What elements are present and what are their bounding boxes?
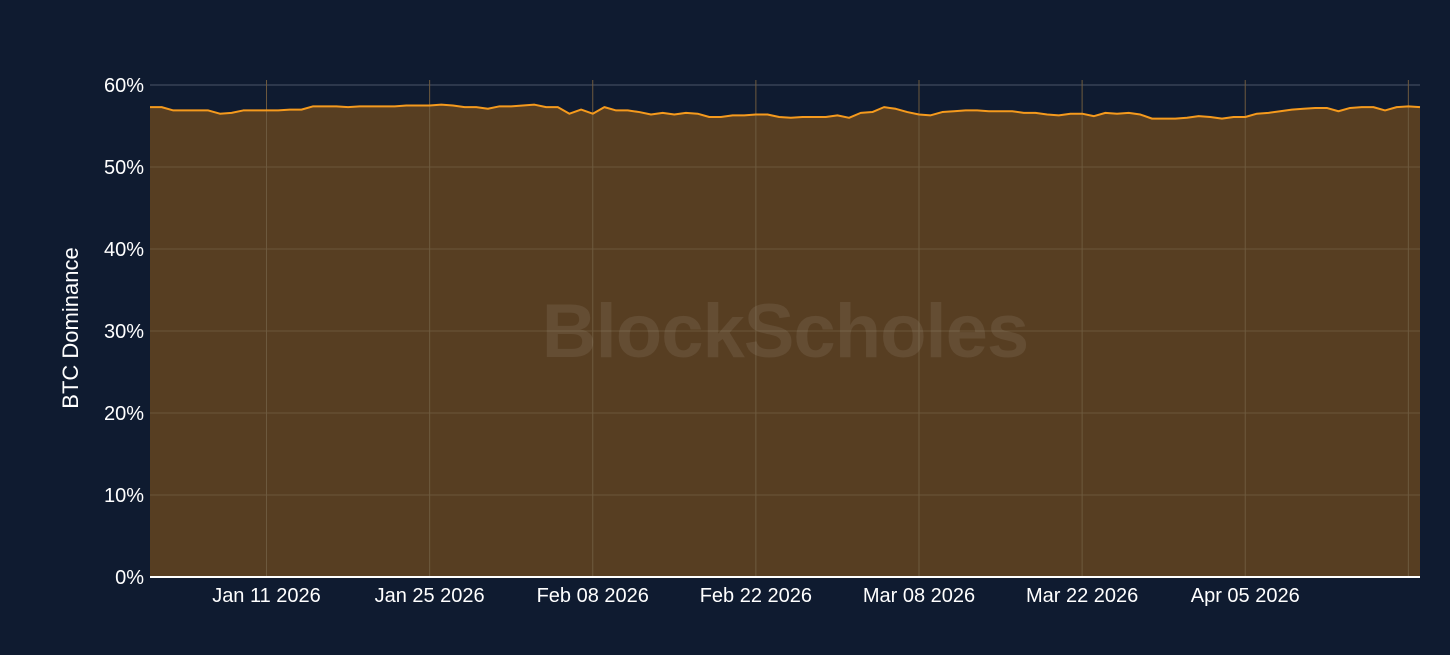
y-tick-label: 60% — [104, 75, 144, 97]
y-tick-label: 20% — [104, 403, 144, 425]
x-tick-label: Jan 25 2026 — [375, 585, 485, 607]
x-tick-label: Feb 22 2026 — [700, 585, 812, 607]
blockscholes-watermark: BlockScholes — [542, 289, 1028, 374]
y-tick-label: 40% — [104, 239, 144, 261]
x-tick-label: Feb 08 2026 — [537, 585, 649, 607]
x-axis-ticks: Jan 11 2026 Jan 25 2026 Feb 08 2026 Feb 22 … — [212, 585, 1300, 607]
x-tick-label: Apr 05 2026 — [1191, 585, 1300, 607]
y-axis-label: BTC Dominance — [58, 247, 83, 408]
x-tick-label: Jan 11 2026 — [212, 585, 321, 607]
y-tick-label: 30% — [104, 321, 144, 343]
y-tick-label: 0% — [115, 567, 144, 589]
y-axis-ticks: 0% 10% 20% 30% 40% 50% 60% — [104, 75, 144, 589]
dominance-line — [150, 103, 1421, 120]
x-tick-label: Mar 22 2026 — [1026, 585, 1138, 607]
y-tick-label: 10% — [104, 485, 144, 507]
y-tick-label: 50% — [104, 157, 144, 179]
dominance-area-fill — [150, 104, 1420, 578]
x-tick-label: Mar 08 2026 — [863, 585, 975, 607]
grid-layer — [150, 80, 1420, 577]
